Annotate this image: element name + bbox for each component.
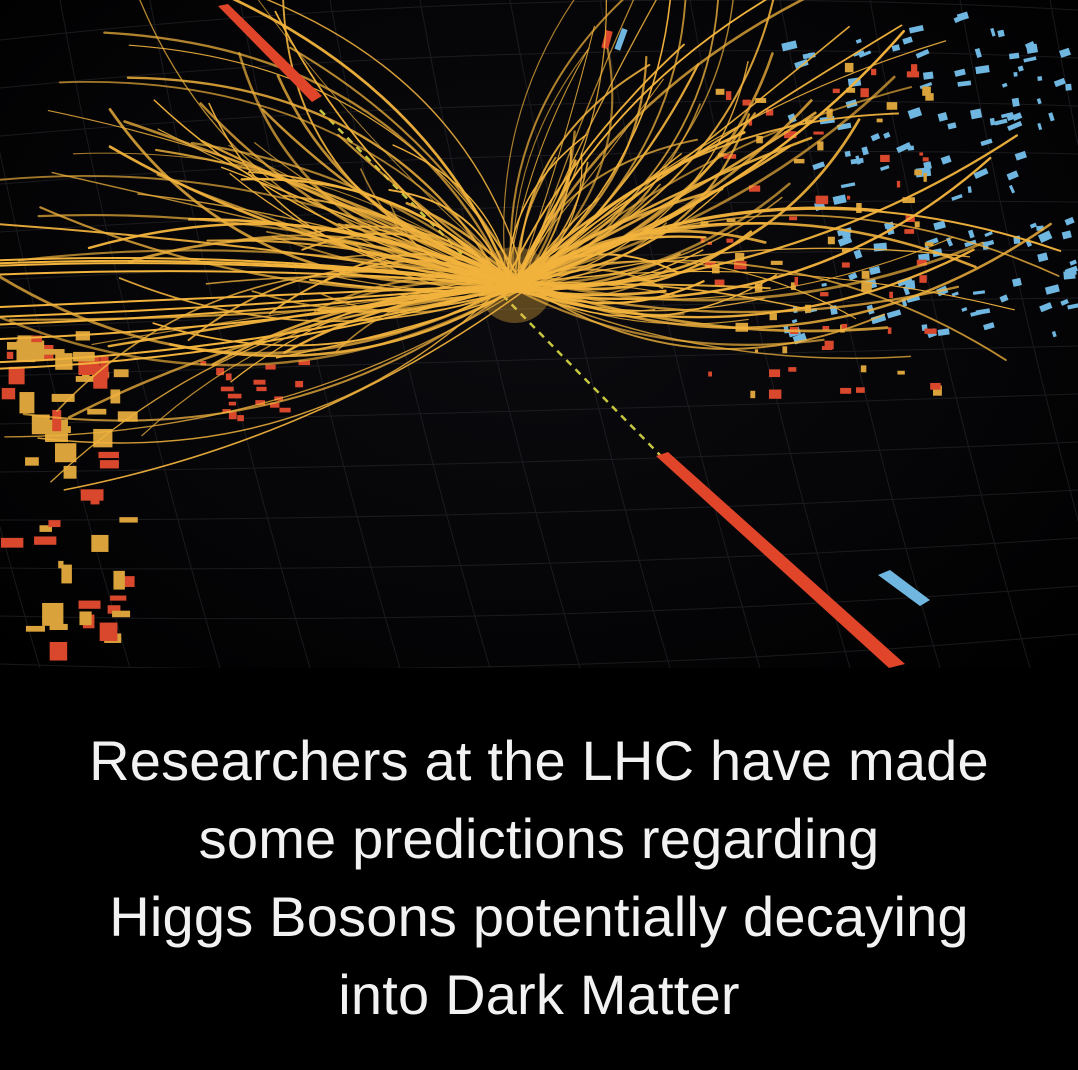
particle-track (516, 131, 746, 280)
particle-track (517, 0, 687, 288)
particle-track (513, 285, 912, 359)
caption-line-1: Researchers at the LHC have made (89, 729, 989, 792)
particle-track (328, 201, 520, 287)
particle-track (522, 0, 635, 284)
particle-track (512, 0, 608, 287)
particle-track (513, 25, 850, 290)
particle-track (128, 237, 517, 293)
particle-track (503, 0, 575, 292)
particle-track (518, 290, 825, 346)
particle-track (0, 275, 519, 355)
particle-track (337, 133, 518, 280)
particle-track (63, 289, 526, 491)
particle-track (519, 0, 657, 280)
collision-event-image (0, 0, 1078, 668)
particle-track (509, 0, 624, 290)
particle-track (514, 282, 806, 310)
particle-track (510, 78, 664, 280)
muon-track-upper (218, 4, 322, 102)
particle-track (514, 277, 886, 350)
particle-track (392, 144, 513, 283)
particle-track (126, 76, 507, 291)
particle-track (0, 270, 516, 286)
particle-track (0, 284, 516, 370)
particle-track (0, 284, 516, 326)
particle-track (515, 259, 1007, 361)
particle-track (274, 10, 509, 281)
particle-track (524, 0, 671, 280)
particle-track (523, 197, 600, 279)
particle-tracks (0, 0, 1062, 491)
particle-track (511, 134, 1018, 293)
caption-line-2: some predictions regarding (198, 807, 880, 870)
caption-line-4: into Dark Matter (338, 963, 740, 1026)
collision-vertex-glow (477, 247, 553, 323)
particle-track (72, 152, 518, 288)
particle-collision-display (0, 0, 1078, 668)
particle-track (4, 291, 518, 438)
cell-block-lower-right (878, 570, 930, 606)
particle-track (515, 247, 971, 292)
particle-track (522, 186, 725, 282)
particle-track (103, 31, 511, 284)
particle-track (516, 270, 1015, 311)
particle-track (0, 284, 516, 318)
caption-text: Researchers at the LHC have made some pr… (19, 704, 1059, 1034)
particle-track (523, 290, 765, 312)
particle-track (265, 0, 526, 279)
particle-track (517, 63, 651, 293)
particle-track (515, 0, 768, 282)
particle-track (190, 141, 515, 289)
particle-track (205, 275, 510, 290)
caption-area: Researchers at the LHC have made some pr… (0, 668, 1078, 1070)
particle-track (512, 47, 590, 288)
particle-track (388, 189, 507, 290)
particle-track (515, 112, 756, 293)
particle-track (514, 103, 701, 287)
particle-track (58, 80, 519, 288)
particle-track (251, 279, 511, 312)
particle-track (515, 0, 805, 280)
caption-line-3: Higgs Bosons potentially decaying (109, 885, 969, 948)
particle-track (232, 0, 512, 282)
particle-track (199, 102, 510, 293)
particle-track (208, 102, 523, 281)
particle-track (505, 43, 685, 282)
muon-track-lower (656, 452, 905, 668)
particle-track (0, 223, 512, 285)
particle-track (517, 0, 719, 288)
particle-track (519, 86, 913, 293)
particle-track (504, 75, 896, 287)
particle-track (507, 206, 883, 290)
particle-track (516, 222, 1052, 330)
particle-track (514, 138, 699, 282)
particle-track (87, 222, 509, 288)
particle-track (0, 284, 516, 364)
particle-track (276, 74, 526, 281)
particle-track (0, 284, 516, 341)
particle-track (0, 284, 516, 308)
particle-track (514, 25, 595, 291)
particle-track (0, 262, 516, 286)
particle-track (17, 249, 523, 287)
particle-track (508, 40, 947, 293)
particle-track (508, 118, 861, 287)
